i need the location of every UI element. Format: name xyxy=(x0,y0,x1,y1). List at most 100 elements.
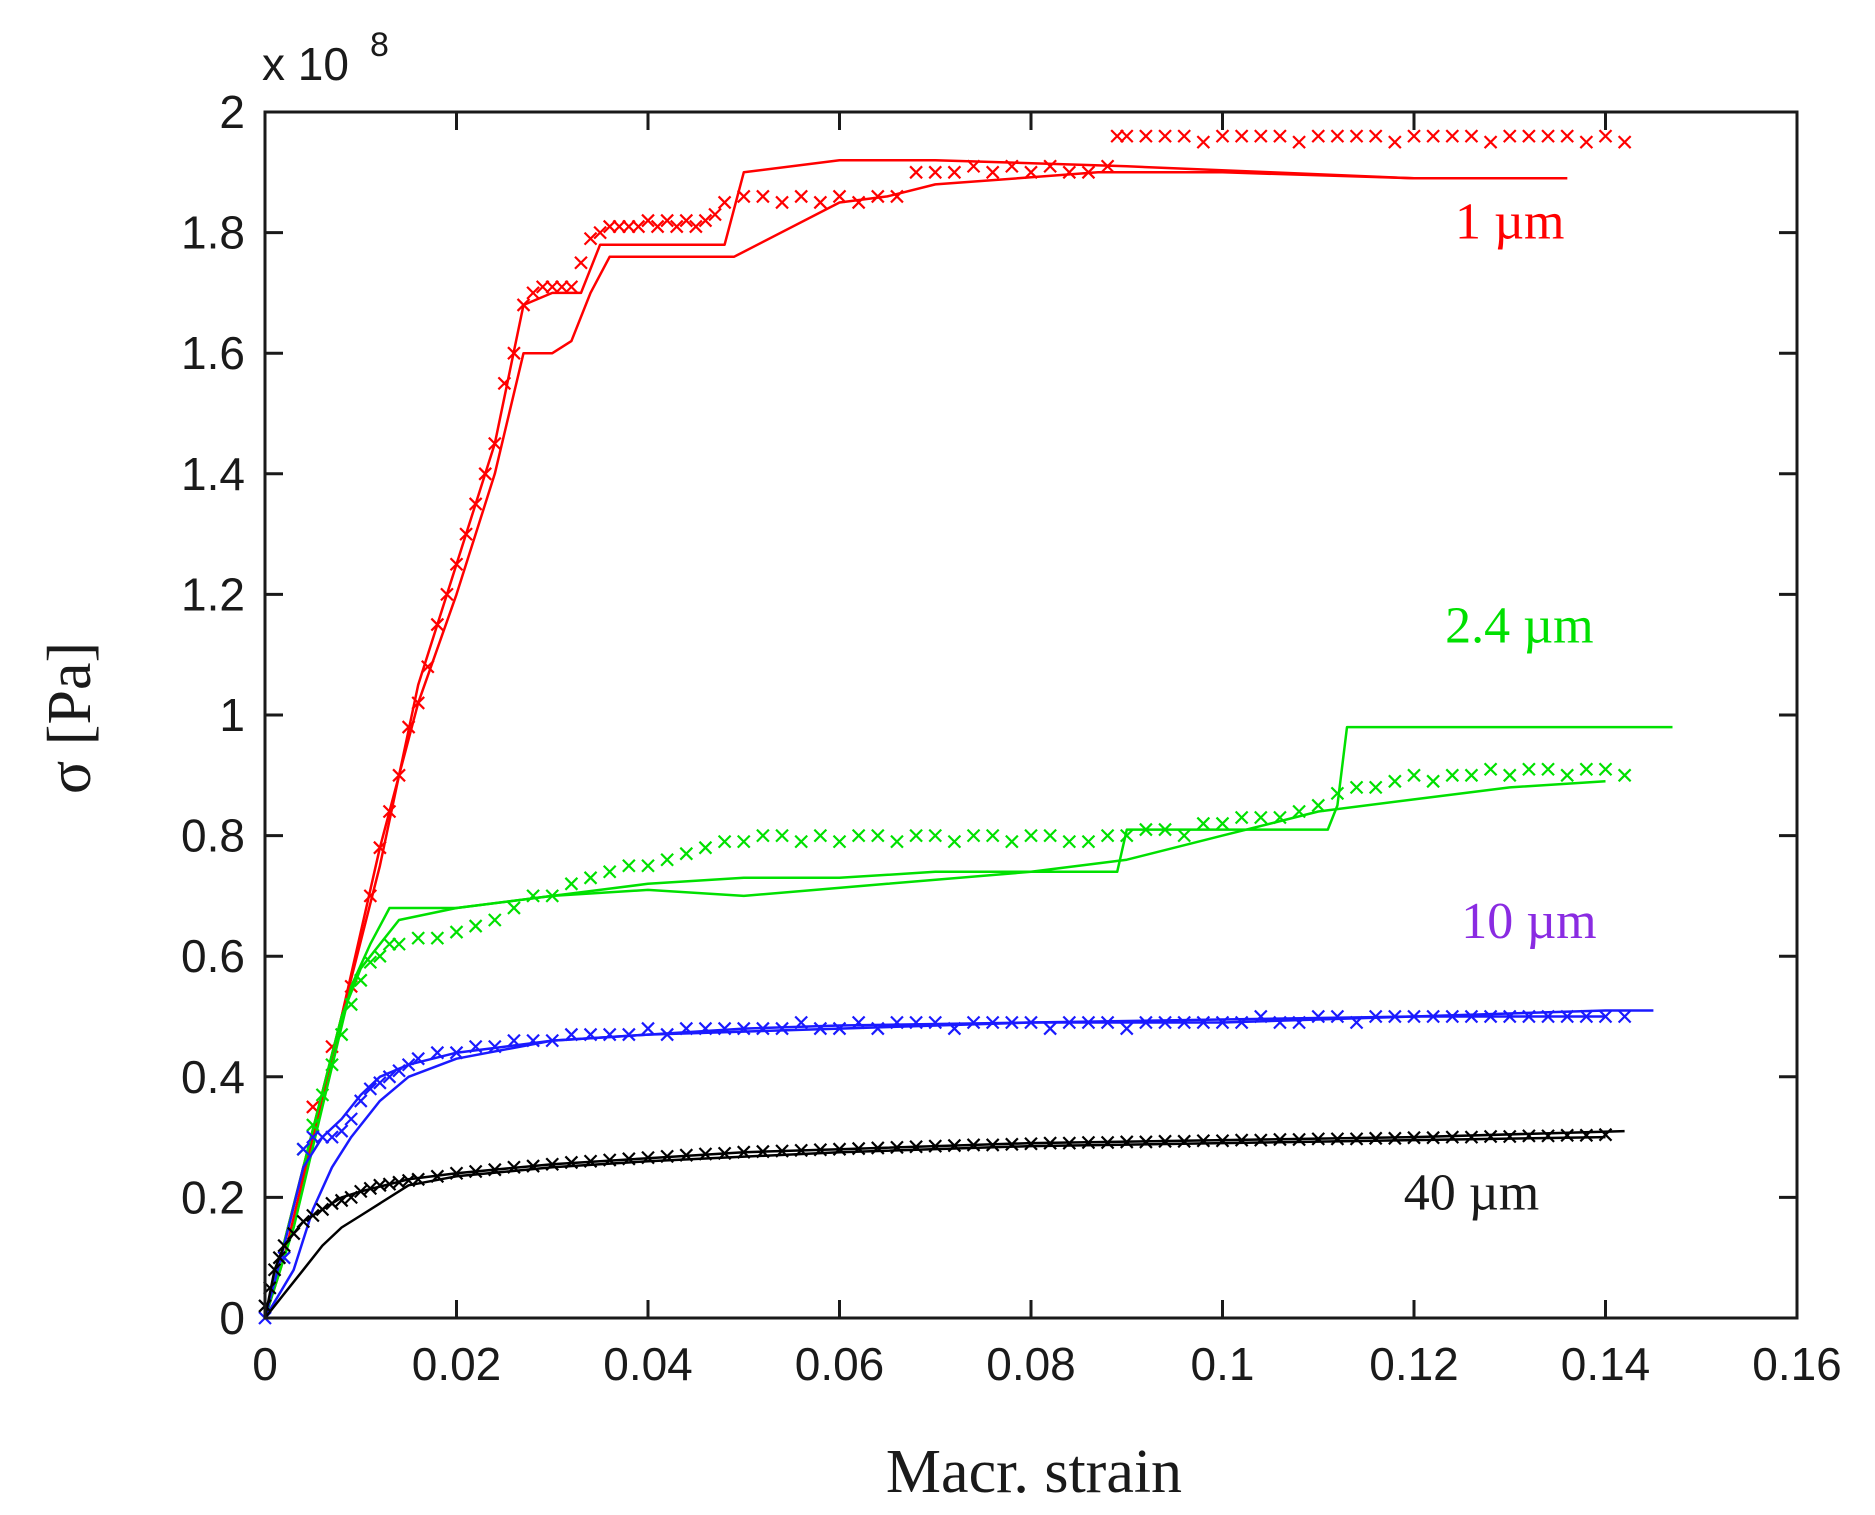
data-point-marker xyxy=(574,255,588,270)
data-point-marker xyxy=(1330,786,1345,801)
data-point-marker xyxy=(1139,1015,1153,1030)
data-point-marker xyxy=(564,280,579,294)
data-point-marker xyxy=(516,298,531,312)
data-point-marker xyxy=(1388,1131,1402,1146)
data-point-marker xyxy=(411,696,425,710)
data-point-marker xyxy=(401,720,416,734)
data-point-marker xyxy=(947,1138,962,1153)
y-tick-label: 1.4 xyxy=(181,448,245,500)
data-point-marker xyxy=(928,165,943,180)
data-point-marker xyxy=(756,189,770,204)
data-point-marker xyxy=(1407,1009,1421,1024)
data-point-marker xyxy=(306,1130,320,1144)
data-point-marker xyxy=(488,913,502,927)
series-line xyxy=(263,780,1606,1319)
x-tick-label: 0.04 xyxy=(603,1338,693,1390)
data-point-marker xyxy=(1043,828,1057,843)
data-point-marker xyxy=(1522,1129,1536,1143)
y-tick-label: 1.6 xyxy=(181,327,245,379)
data-point-marker xyxy=(1273,1132,1287,1147)
data-point-marker xyxy=(334,1027,349,1042)
data-point-marker xyxy=(698,840,713,855)
data-point-marker xyxy=(1330,129,1345,143)
data-point-marker xyxy=(679,846,694,861)
data-point-marker xyxy=(890,834,904,849)
data-point-marker xyxy=(1119,1135,1134,1149)
y-tick-label: 0.6 xyxy=(181,930,245,982)
data-point-marker xyxy=(382,937,397,951)
data-point-marker xyxy=(1349,1015,1364,1030)
series-line xyxy=(263,725,1673,1319)
data-point-marker xyxy=(1579,762,1594,777)
data-point-marker xyxy=(478,467,493,481)
data-point-marker xyxy=(1349,780,1364,795)
data-point-marker xyxy=(832,1142,847,1156)
data-point-marker xyxy=(631,219,646,234)
series-line xyxy=(263,1015,1606,1319)
data-point-marker xyxy=(353,1094,368,1108)
data-point-marker xyxy=(1388,135,1402,149)
data-point-marker xyxy=(363,889,378,903)
data-point-marker xyxy=(430,1045,445,1060)
data-point-marker xyxy=(1062,1136,1077,1150)
data-point-marker xyxy=(1330,1132,1345,1146)
data-point-marker xyxy=(1368,780,1383,795)
data-point-marker xyxy=(1024,165,1038,180)
series-line xyxy=(263,158,1568,1319)
data-point-marker xyxy=(1541,1009,1555,1024)
data-point-marker xyxy=(669,219,684,234)
data-point-marker xyxy=(660,1027,674,1042)
data-point-marker xyxy=(985,828,1000,843)
y-tick-label: 0.4 xyxy=(181,1051,245,1103)
x-tick-label: 0 xyxy=(252,1338,278,1390)
data-point-marker xyxy=(564,877,579,891)
data-point-marker xyxy=(947,165,962,180)
data-point-marker xyxy=(1100,1135,1115,1150)
data-point-marker xyxy=(1388,774,1402,789)
data-point-marker xyxy=(373,949,387,963)
data-point-marker xyxy=(1119,129,1134,143)
data-point-marker xyxy=(488,1039,502,1054)
data-point-marker xyxy=(545,889,560,903)
series-label: 2.4 µm xyxy=(1445,598,1593,655)
data-point-marker xyxy=(698,213,713,228)
data-point-marker xyxy=(890,189,904,204)
data-point-marker xyxy=(507,901,521,915)
labels-layer: 0 0.02 0.04 0.06 0.08 0.1 0.12 0.14 0.16 0 0.2 0.4 0… xyxy=(181,86,1842,1390)
data-point-marker xyxy=(564,1027,579,1042)
data-point-marker xyxy=(756,1144,770,1159)
data-point-marker xyxy=(1407,1130,1421,1145)
data-point-marker xyxy=(344,997,358,1012)
data-point-marker xyxy=(832,189,847,204)
data-point-marker xyxy=(794,1143,808,1158)
data-point-marker xyxy=(1215,1015,1230,1030)
y-tick-label: 1.8 xyxy=(181,207,245,259)
data-point-marker xyxy=(1119,828,1134,843)
data-point-marker xyxy=(622,858,636,873)
data-point-marker xyxy=(1100,1015,1115,1030)
data-point-marker xyxy=(1598,1127,1613,1142)
data-point-marker xyxy=(1407,129,1421,143)
data-point-marker xyxy=(430,617,445,632)
data-point-marker xyxy=(1119,1021,1134,1036)
data-point-marker xyxy=(641,1150,655,1165)
data-point-marker xyxy=(526,286,540,300)
data-point-marker xyxy=(334,1124,349,1138)
data-point-marker xyxy=(708,207,722,222)
data-point-marker xyxy=(545,280,560,294)
data-point-marker xyxy=(1311,798,1326,813)
data-point-marker xyxy=(392,937,406,951)
data-point-marker xyxy=(1483,1129,1498,1144)
data-point-marker xyxy=(1139,1135,1153,1149)
y-tick-label: 0.8 xyxy=(181,810,245,862)
data-point-marker xyxy=(1043,1021,1057,1036)
data-point-marker xyxy=(411,1051,425,1066)
data-point-marker xyxy=(1464,1130,1479,1144)
data-point-marker xyxy=(1617,768,1632,783)
data-point-marker xyxy=(1502,1129,1517,1144)
data-point-marker xyxy=(373,1076,387,1090)
data-point-marker xyxy=(353,973,368,988)
data-point-marker xyxy=(1215,816,1230,831)
series-label: 40 µm xyxy=(1404,1164,1539,1221)
data-point-marker xyxy=(1311,1132,1326,1146)
